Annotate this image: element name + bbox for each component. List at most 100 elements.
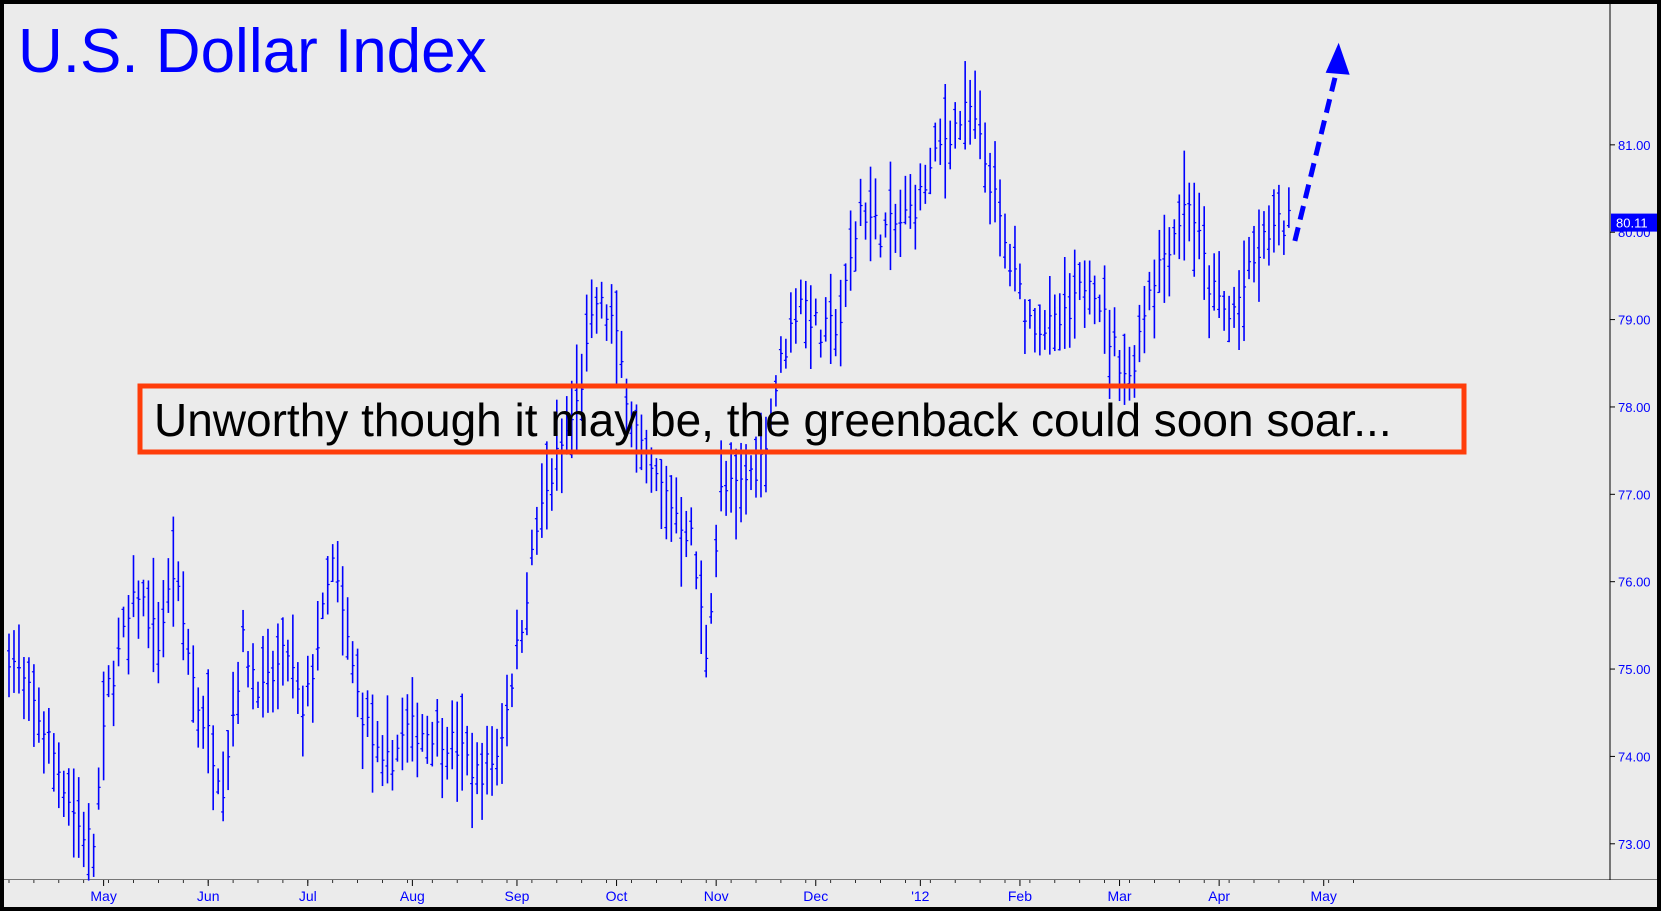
price-bar xyxy=(310,654,315,723)
price-bar xyxy=(415,702,420,778)
price-bar xyxy=(430,721,435,767)
price-bar xyxy=(639,414,644,471)
price-bar xyxy=(216,768,221,795)
price-bar xyxy=(699,560,704,655)
price-bar xyxy=(923,164,928,204)
price-bar xyxy=(848,210,853,291)
price-bar xyxy=(948,120,953,170)
price-bar xyxy=(285,639,290,682)
price-bar xyxy=(534,506,539,555)
price-bar xyxy=(798,279,803,315)
price-bar xyxy=(470,732,475,829)
price-bar xyxy=(529,529,534,566)
price-bar xyxy=(988,152,993,225)
price-bar xyxy=(808,285,813,370)
price-bar xyxy=(46,707,51,764)
price-bar xyxy=(744,444,749,515)
price-bar xyxy=(704,624,709,678)
price-bar xyxy=(963,61,968,150)
price-bar xyxy=(1003,213,1007,269)
price-bars xyxy=(7,61,1291,881)
price-bar xyxy=(893,203,898,253)
price-bar xyxy=(186,628,191,675)
price-bar xyxy=(116,617,121,667)
price-bar xyxy=(1017,263,1022,300)
price-bar xyxy=(480,742,485,820)
price-bar xyxy=(275,623,280,710)
price-bar xyxy=(1087,260,1092,315)
price-bar xyxy=(485,725,490,795)
annotation-box xyxy=(137,383,1467,455)
price-bar xyxy=(1152,259,1157,339)
price-bar xyxy=(544,441,549,530)
x-tick-label: '12 xyxy=(911,888,929,904)
price-bar xyxy=(908,174,913,229)
price-bar xyxy=(385,695,390,784)
price-bar xyxy=(246,651,251,688)
price-bar xyxy=(1212,253,1217,311)
price-bar xyxy=(1247,236,1252,280)
price-bar xyxy=(1067,273,1072,348)
price-bar xyxy=(679,497,684,587)
price-bar xyxy=(514,609,519,670)
price-bar xyxy=(709,593,714,624)
price-bar xyxy=(226,729,231,791)
x-tick-label: Aug xyxy=(400,888,425,904)
price-bar xyxy=(221,751,226,822)
price-bar xyxy=(888,161,893,271)
price-bar xyxy=(838,279,843,367)
price-bar xyxy=(724,460,729,516)
price-bar xyxy=(903,175,908,225)
price-bar xyxy=(818,329,823,358)
y-tick-label: 81.00 xyxy=(1618,138,1651,153)
price-bar xyxy=(983,122,988,193)
price-bar xyxy=(768,398,773,431)
price-bar xyxy=(151,557,156,673)
price-bar xyxy=(76,777,81,858)
price-bar xyxy=(659,458,664,530)
price-bar xyxy=(380,735,385,787)
price-bar xyxy=(664,465,669,540)
price-bar xyxy=(1177,194,1182,260)
price-bar xyxy=(315,600,320,671)
price-bar xyxy=(66,768,71,826)
price-bar xyxy=(883,212,888,238)
price-bar xyxy=(1202,206,1207,300)
price-bar xyxy=(1217,251,1222,319)
price-bar xyxy=(300,685,305,757)
axis-ticks: 73.0074.0075.0076.0077.0078.0079.0080.00… xyxy=(8,138,1651,904)
price-bar xyxy=(1182,150,1187,261)
price-bar xyxy=(858,178,863,226)
price-bar xyxy=(1261,211,1266,259)
price-bar xyxy=(61,770,66,818)
price-bar xyxy=(943,84,948,199)
y-tick-label: 73.00 xyxy=(1618,837,1651,852)
price-bar xyxy=(833,309,838,357)
price-bar xyxy=(91,833,96,877)
price-bar xyxy=(554,399,559,491)
price-bar xyxy=(878,234,883,258)
price-bar xyxy=(56,742,61,809)
price-bar xyxy=(320,592,325,620)
chart-title: U.S. Dollar Index xyxy=(18,17,487,86)
price-bar xyxy=(21,657,26,720)
y-tick-label: 74.00 xyxy=(1618,749,1651,764)
x-tick-label: May xyxy=(1310,888,1336,904)
y-tick-label: 78.00 xyxy=(1618,400,1651,415)
price-bar xyxy=(475,742,480,795)
price-bar xyxy=(1167,227,1172,297)
price-bar xyxy=(81,811,86,868)
price-bar xyxy=(166,558,171,613)
price-bar xyxy=(445,726,450,780)
price-bar xyxy=(305,655,310,707)
price-bar xyxy=(1062,256,1067,349)
y-tick-label: 77.00 xyxy=(1618,487,1651,502)
price-bar xyxy=(1132,345,1137,398)
price-bar xyxy=(1052,294,1057,352)
price-bar xyxy=(1077,262,1082,301)
price-bar xyxy=(1157,229,1162,294)
price-bar xyxy=(928,147,933,195)
price-bar xyxy=(694,551,699,590)
